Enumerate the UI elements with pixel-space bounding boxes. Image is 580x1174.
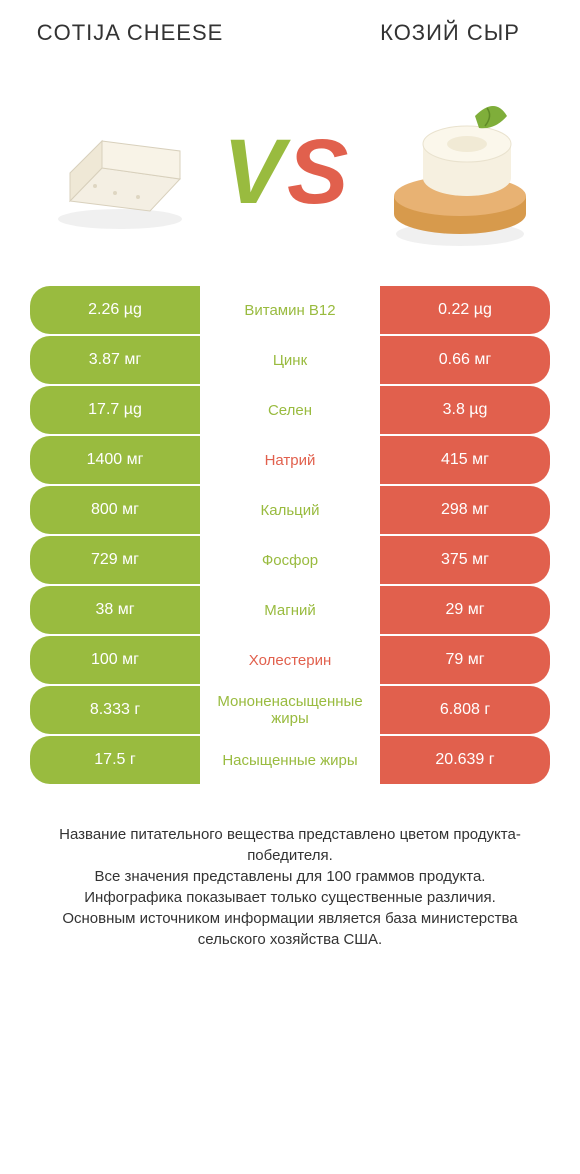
table-row: 3.87 мгЦинк0.66 мг (30, 334, 550, 384)
left-value-cell: 100 мг (30, 636, 200, 684)
table-row: 729 мгФосфор375 мг (30, 534, 550, 584)
nutrient-name-cell: Мононенасыщенные жиры (200, 686, 380, 734)
footer-line: Все значения представлены для 100 граммо… (34, 866, 546, 887)
nutrient-name-cell: Магний (200, 586, 380, 634)
left-product-image (30, 86, 210, 256)
nutrient-name-cell: Цинк (200, 336, 380, 384)
right-value-cell: 20.639 г (380, 736, 550, 784)
right-product-title: КОЗИЙ СЫР (350, 20, 550, 46)
svg-text:S: S (287, 121, 348, 223)
footer-line: Название питательного вещества представл… (34, 824, 546, 866)
left-value-cell: 3.87 мг (30, 336, 200, 384)
nutrient-name-cell: Натрий (200, 436, 380, 484)
right-value-cell: 375 мг (380, 536, 550, 584)
left-value-cell: 17.5 г (30, 736, 200, 784)
left-value-cell: 38 мг (30, 586, 200, 634)
footer-notes: Название питательного вещества представл… (30, 824, 550, 950)
comparison-table: 2.26 µgВитамин B120.22 µg3.87 мгЦинк0.66… (30, 286, 550, 784)
right-value-cell: 0.66 мг (380, 336, 550, 384)
left-value-cell: 8.333 г (30, 686, 200, 734)
table-row: 17.7 µgСелен3.8 µg (30, 384, 550, 434)
right-value-cell: 3.8 µg (380, 386, 550, 434)
nutrient-name-cell: Холестерин (200, 636, 380, 684)
nutrient-name-cell: Селен (200, 386, 380, 434)
right-value-cell: 0.22 µg (380, 286, 550, 334)
table-row: 17.5 гНасыщенные жиры20.639 г (30, 734, 550, 784)
cotija-cheese-icon (40, 101, 200, 241)
right-value-cell: 298 мг (380, 486, 550, 534)
left-value-cell: 729 мг (30, 536, 200, 584)
left-value-cell: 2.26 µg (30, 286, 200, 334)
table-row: 38 мгМагний29 мг (30, 584, 550, 634)
table-row: 100 мгХолестерин79 мг (30, 634, 550, 684)
right-product-image (370, 86, 550, 256)
right-value-cell: 415 мг (380, 436, 550, 484)
header: COTIJA CHEESE КОЗИЙ СЫР (30, 20, 550, 46)
nutrient-name-cell: Витамин B12 (200, 286, 380, 334)
nutrient-name-cell: Насыщенные жиры (200, 736, 380, 784)
left-value-cell: 1400 мг (30, 436, 200, 484)
nutrient-name-cell: Кальций (200, 486, 380, 534)
goat-cheese-icon (375, 86, 545, 256)
table-row: 8.333 гМононенасыщенные жиры6.808 г (30, 684, 550, 734)
right-value-cell: 29 мг (380, 586, 550, 634)
left-value-cell: 17.7 µg (30, 386, 200, 434)
table-row: 1400 мгНатрий415 мг (30, 434, 550, 484)
vs-label: V S (215, 111, 365, 231)
footer-line: Инфографика показывает только существенн… (34, 887, 546, 908)
images-row: V S (30, 76, 550, 266)
footer-line: Основным источником информации является … (34, 908, 546, 950)
table-row: 2.26 µgВитамин B120.22 µg (30, 286, 550, 334)
right-value-cell: 79 мг (380, 636, 550, 684)
infographic-root: COTIJA CHEESE КОЗИЙ СЫР V S (0, 0, 580, 1174)
nutrient-name-cell: Фосфор (200, 536, 380, 584)
right-value-cell: 6.808 г (380, 686, 550, 734)
left-value-cell: 800 мг (30, 486, 200, 534)
left-product-title: COTIJA CHEESE (30, 20, 230, 46)
svg-text:V: V (223, 121, 291, 223)
table-row: 800 мгКальций298 мг (30, 484, 550, 534)
